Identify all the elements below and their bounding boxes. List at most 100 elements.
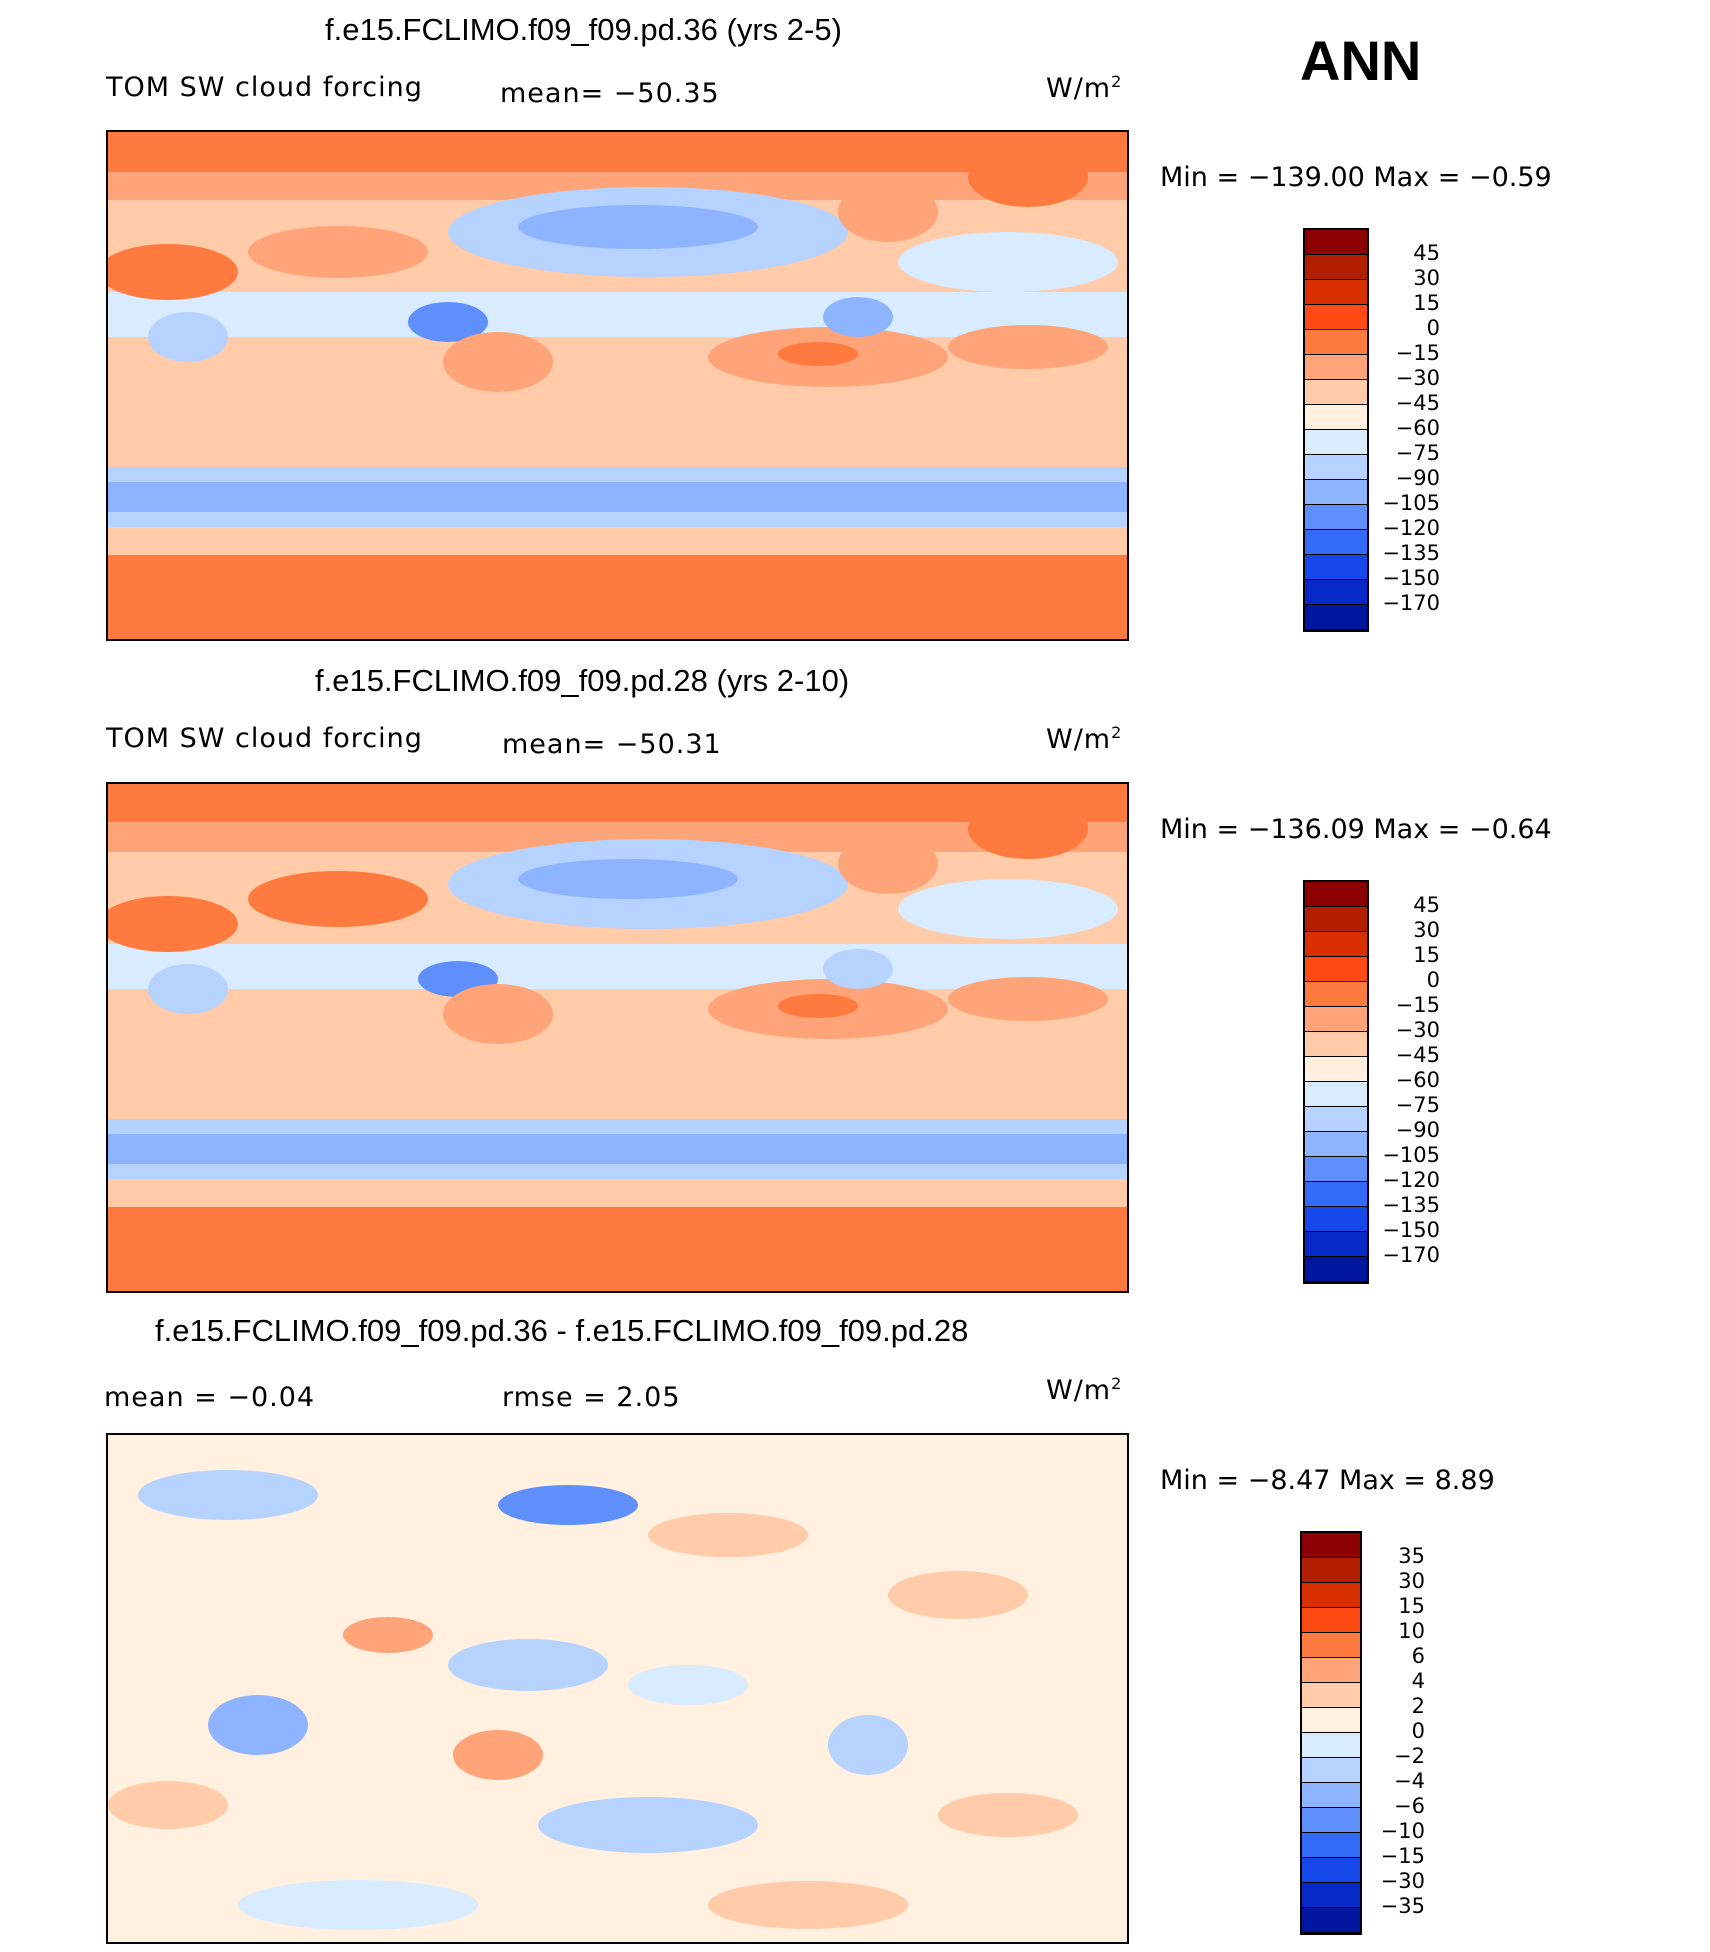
anomaly-patch [498, 1485, 638, 1525]
south-ocean-edge [108, 1179, 1127, 1207]
panel-2-colorbar [1303, 880, 1369, 1284]
colorbar-swatch [1305, 405, 1367, 430]
anomaly-patch [448, 1639, 608, 1691]
colorbar-swatch [1302, 1583, 1360, 1608]
panel-2-minmax: Min = −136.09 Max = −0.64 [1160, 814, 1552, 845]
anomaly-patch [538, 1797, 758, 1853]
colorbar-tick-label: 45 [1413, 893, 1440, 917]
anomaly-patch [343, 1617, 433, 1653]
panel-1-minmax: Min = −139.00 Max = −0.59 [1160, 162, 1552, 193]
panel-2-mean: mean= −50.31 [502, 729, 722, 760]
sahara-region [108, 896, 238, 952]
colorbar-swatch [1305, 505, 1367, 530]
panel-3-field [108, 1435, 1127, 1942]
australia-region [443, 984, 553, 1044]
panel-3-colorbar [1300, 1531, 1362, 1935]
colorbar-swatch [1305, 605, 1367, 630]
colorbar-swatch [1305, 982, 1367, 1007]
colorbar-swatch [1302, 1633, 1360, 1658]
colorbar-swatch [1302, 1883, 1360, 1908]
colorbar-tick-label: −30 [1380, 1869, 1425, 1893]
colorbar-tick-label: −35 [1380, 1894, 1425, 1918]
panel-2-map [106, 782, 1129, 1293]
panel-2-colorbar-ticks: 45 30 15 0 −15 −30 −45 −60 −75 −90 −105 −120 −135 −15… [1380, 892, 1440, 1267]
colorbar-tick-label: −4 [1394, 1769, 1425, 1793]
colorbar-swatch [1305, 907, 1367, 932]
colorbar-swatch [1305, 480, 1367, 505]
colorbar-tick-label: −170 [1382, 591, 1440, 615]
middle-east-region [248, 226, 428, 278]
north-america-region [838, 182, 938, 242]
colorbar-tick-label: 30 [1413, 918, 1440, 942]
anomaly-patch [628, 1665, 748, 1705]
colorbar-swatch [1302, 1858, 1360, 1883]
panel-2-units: W/m2 [1046, 723, 1123, 755]
colorbar-swatch [1302, 1783, 1360, 1808]
greenland-region [968, 799, 1088, 859]
colorbar-swatch [1302, 1683, 1360, 1708]
colorbar-swatch [1305, 230, 1367, 255]
colorbar-tick-label: −90 [1395, 466, 1440, 490]
north-america-region [838, 834, 938, 894]
colorbar-tick-label: 0 [1411, 1719, 1425, 1743]
panel-1-colorbar-ticks: 45 30 15 0 −15 −30 −45 −60 −75 −90 −105 −120 −135 −15… [1380, 240, 1440, 615]
anomaly-patch [208, 1695, 308, 1755]
colorbar-tick-label: −150 [1382, 566, 1440, 590]
colorbar-swatch [1302, 1908, 1360, 1933]
north-atlantic-storm-track [898, 879, 1118, 939]
colorbar-swatch [1305, 1157, 1367, 1182]
colorbar-swatch [1305, 1007, 1367, 1032]
panel-1-mean: mean= −50.35 [500, 78, 720, 109]
panel-3-mean: mean = −0.04 [104, 1382, 316, 1413]
arctic-band [108, 132, 1127, 172]
anomaly-patch [888, 1571, 1028, 1619]
anomaly-patch [648, 1513, 808, 1557]
colorbar-tick-label: −90 [1395, 1118, 1440, 1142]
se-atlantic-stratocumulus [948, 325, 1108, 369]
itcz-band [108, 944, 1127, 989]
colorbar-tick-label: −150 [1382, 1218, 1440, 1242]
colorbar-swatch [1305, 330, 1367, 355]
colorbar-swatch [1305, 580, 1367, 605]
greenland-region [968, 147, 1088, 207]
colorbar-tick-label: −120 [1382, 516, 1440, 540]
anomaly-patch [453, 1730, 543, 1780]
panel-1-units: W/m2 [1046, 72, 1123, 104]
panel-3-units: W/m2 [1046, 1374, 1123, 1406]
colorbar-tick-label: −2 [1394, 1744, 1425, 1768]
colorbar-swatch [1302, 1833, 1360, 1858]
colorbar-swatch [1305, 555, 1367, 580]
colorbar-tick-label: 0 [1426, 968, 1440, 992]
colorbar-tick-label: −45 [1395, 1043, 1440, 1067]
colorbar-tick-label: 10 [1398, 1619, 1425, 1643]
colorbar-tick-label: 30 [1413, 266, 1440, 290]
colorbar-swatch [1305, 1182, 1367, 1207]
colorbar-swatch [1305, 455, 1367, 480]
anomaly-patch [238, 1880, 478, 1930]
panel-1-field [108, 132, 1127, 639]
antarctic-band [108, 1204, 1127, 1291]
colorbar-tick-label: 6 [1411, 1644, 1425, 1668]
colorbar-tick-label: 15 [1398, 1594, 1425, 1618]
arctic-band [108, 784, 1127, 822]
colorbar-swatch [1302, 1533, 1360, 1558]
panel-3-colorbar-ticks: 35 30 15 10 6 4 2 0 −2 −4 −6 −10 −15 −30 −35 [1370, 1543, 1425, 1918]
colorbar-swatch [1302, 1608, 1360, 1633]
panel-3-rmse: rmse = 2.05 [502, 1382, 681, 1413]
colorbar-tick-label: 15 [1413, 943, 1440, 967]
colorbar-tick-label: −75 [1395, 1093, 1440, 1117]
season-label: ANN [1300, 29, 1422, 92]
south-ocean-edge [108, 527, 1127, 555]
anomaly-patch [138, 1470, 318, 1520]
north-atlantic-storm-track [898, 232, 1118, 292]
north-pacific-core [518, 859, 738, 899]
colorbar-swatch [1302, 1658, 1360, 1683]
colorbar-swatch [1305, 380, 1367, 405]
colorbar-tick-label: 15 [1413, 291, 1440, 315]
southern-ocean-core [108, 1134, 1127, 1164]
colorbar-swatch [1302, 1808, 1360, 1833]
australia-region [443, 332, 553, 392]
colorbar-swatch [1305, 1032, 1367, 1057]
panel-1-title: f.e15.FCLIMO.f09_f09.pd.36 (yrs 2-5) [325, 12, 842, 47]
anomaly-patch [938, 1793, 1078, 1837]
